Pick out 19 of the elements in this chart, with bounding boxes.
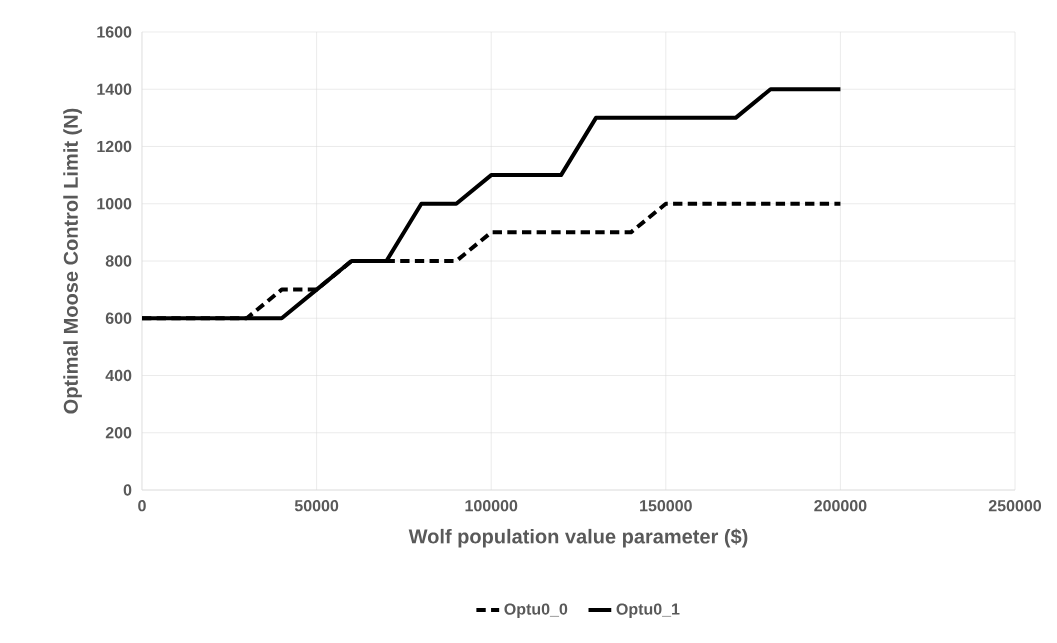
y-tick-label: 800	[105, 255, 132, 267]
y-tick-label: 600	[105, 312, 132, 324]
y-tick-label: 1400	[97, 83, 132, 95]
x-tick-label: 200000	[814, 500, 867, 512]
y-tick-label: 1600	[97, 26, 132, 38]
x-axis-title: Wolf population value parameter ($)	[408, 528, 748, 548]
x-tick-label: 100000	[465, 500, 518, 512]
x-tick-label: 50000	[294, 500, 339, 512]
legend-label: Optu0_0	[504, 603, 568, 618]
legend-label: Optu0_1	[616, 603, 680, 618]
x-tick-label: 150000	[640, 500, 692, 512]
y-axis-title: Optimal Moose Control Limit (N)	[63, 108, 82, 414]
y-tick-label: 0	[123, 484, 132, 496]
x-tick-label: 250000	[988, 500, 1042, 512]
x-tick-label: 0	[138, 500, 146, 512]
y-tick-label: 200	[105, 427, 132, 439]
y-tick-label: 1000	[97, 198, 132, 210]
y-tick-label: 400	[105, 369, 132, 382]
y-tick-label: 1200	[97, 140, 132, 153]
